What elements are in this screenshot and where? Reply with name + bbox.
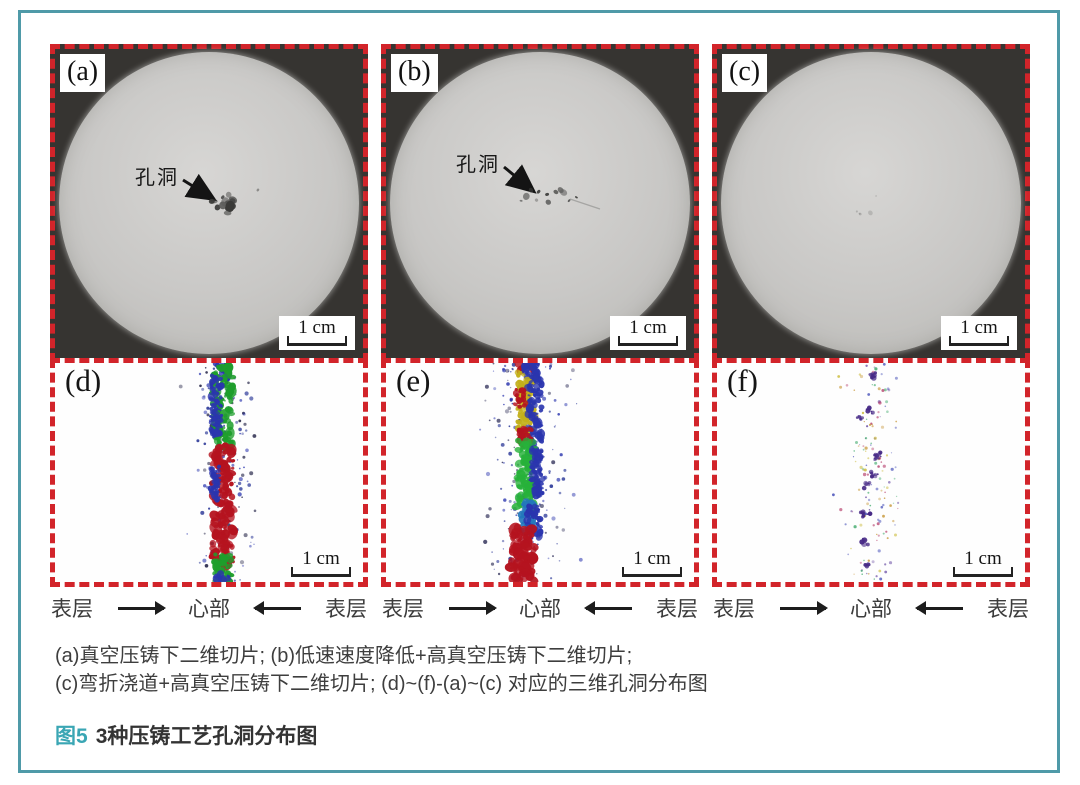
scale-bar-label: 1 cm bbox=[633, 548, 671, 569]
arrow-right-icon bbox=[448, 601, 497, 615]
ct-slice-circle-b bbox=[390, 52, 690, 354]
scale-bar-label: 1 cm bbox=[629, 317, 667, 338]
figure-caption: (a)真空压铸下二维切片; (b)低速速度降低+高真空压铸下二维切片; (c)弯… bbox=[55, 643, 708, 698]
scale-bar-c: 1 cm bbox=[941, 316, 1017, 350]
panel-letter-f: (f) bbox=[727, 363, 758, 398]
scale-bar-e: 1 cm bbox=[622, 548, 682, 577]
scale-bar-label: 1 cm bbox=[960, 317, 998, 338]
arrow-left-icon bbox=[583, 601, 632, 615]
pore-distribution-d bbox=[178, 363, 257, 582]
pore-distribution-e bbox=[479, 363, 583, 582]
surface-label: 表层 bbox=[51, 598, 93, 621]
pore-panel-d: (d) 1 cm bbox=[50, 358, 368, 587]
scale-bar-label: 1 cm bbox=[302, 548, 340, 569]
surface-label: 表层 bbox=[987, 598, 1029, 621]
ct-overlay-b bbox=[503, 164, 601, 210]
pore-panel-f: (f) 1 cm bbox=[712, 358, 1030, 587]
core-label: 心部 bbox=[519, 598, 561, 621]
pore-panel-e: (e) 1 cm bbox=[381, 358, 699, 587]
scale-bar-bracket bbox=[953, 567, 1013, 577]
ct-overlay-c bbox=[855, 195, 877, 216]
ct-panel-c: (c) 1 cm bbox=[712, 44, 1030, 363]
figure-number: 图5 bbox=[55, 725, 88, 748]
scale-bar-b: 1 cm bbox=[610, 316, 686, 350]
figure-frame: 孔洞 (a) 1 cm (d) 1 cm bbox=[18, 10, 1060, 773]
core-label: 心部 bbox=[188, 598, 230, 621]
pore-annotation-label: 孔洞 bbox=[135, 167, 179, 189]
scale-bar-bracket bbox=[618, 336, 678, 346]
scale-bar-label: 1 cm bbox=[298, 317, 336, 338]
scale-bar-bracket bbox=[949, 336, 1009, 346]
ct-slice-circle-a bbox=[59, 52, 359, 354]
scale-bar-f: 1 cm bbox=[953, 548, 1013, 577]
scale-bar-a: 1 cm bbox=[279, 316, 355, 350]
ct-panel-a: 孔洞 (a) 1 cm bbox=[50, 44, 368, 363]
arrow-right-icon bbox=[117, 601, 166, 615]
panel-grid: 孔洞 (a) 1 cm (d) 1 cm bbox=[50, 44, 1030, 621]
column-b-e: 孔洞 (b) 1 cm (e) 1 cm bbox=[381, 44, 699, 621]
column-c-f: (c) 1 cm (f) 1 cm 表层 bbox=[712, 44, 1030, 621]
scale-bar-d: 1 cm bbox=[291, 548, 351, 577]
direction-row-3: 表层 心部 表层 bbox=[712, 595, 1030, 621]
pore-annotation-label: 孔洞 bbox=[456, 154, 500, 176]
arrow-left-icon bbox=[252, 601, 301, 615]
caption-line-1: (a)真空压铸下二维切片; (b)低速速度降低+高真空压铸下二维切片; bbox=[55, 645, 633, 667]
direction-row-1: 表层 心部 表层 bbox=[50, 595, 368, 621]
panel-letter-c: (c) bbox=[722, 54, 768, 92]
figure-title: 图5 3种压铸工艺孔洞分布图 bbox=[55, 720, 317, 750]
surface-label: 表层 bbox=[656, 598, 698, 621]
column-a-d: 孔洞 (a) 1 cm (d) 1 cm bbox=[50, 44, 368, 621]
scale-bar-label: 1 cm bbox=[964, 548, 1002, 569]
caption-line-2: (c)弯折浇道+高真空压铸下二维切片; (d)~(f)-(a)~(c) 对应的三… bbox=[55, 672, 708, 695]
pore-distribution-f bbox=[832, 363, 900, 581]
ct-overlay-a bbox=[182, 173, 260, 216]
surface-label: 表层 bbox=[382, 598, 424, 621]
panel-letter-b: (b) bbox=[391, 54, 438, 92]
direction-row-2: 表层 心部 表层 bbox=[381, 595, 699, 621]
core-label: 心部 bbox=[850, 598, 892, 621]
scale-bar-bracket bbox=[287, 336, 347, 346]
arrow-right-icon bbox=[779, 601, 828, 615]
panel-letter-e: (e) bbox=[396, 363, 431, 398]
panel-letter-a: (a) bbox=[60, 54, 106, 92]
panel-letter-d: (d) bbox=[65, 363, 102, 398]
surface-label: 表层 bbox=[325, 598, 367, 621]
scale-bar-bracket bbox=[291, 567, 351, 577]
scale-bar-bracket bbox=[622, 567, 682, 577]
ct-panel-b: 孔洞 (b) 1 cm bbox=[381, 44, 699, 363]
surface-label: 表层 bbox=[713, 598, 755, 621]
arrow-left-icon bbox=[914, 601, 963, 615]
ct-slice-circle-c bbox=[721, 52, 1021, 354]
figure-title-text: 3种压铸工艺孔洞分布图 bbox=[95, 725, 318, 748]
